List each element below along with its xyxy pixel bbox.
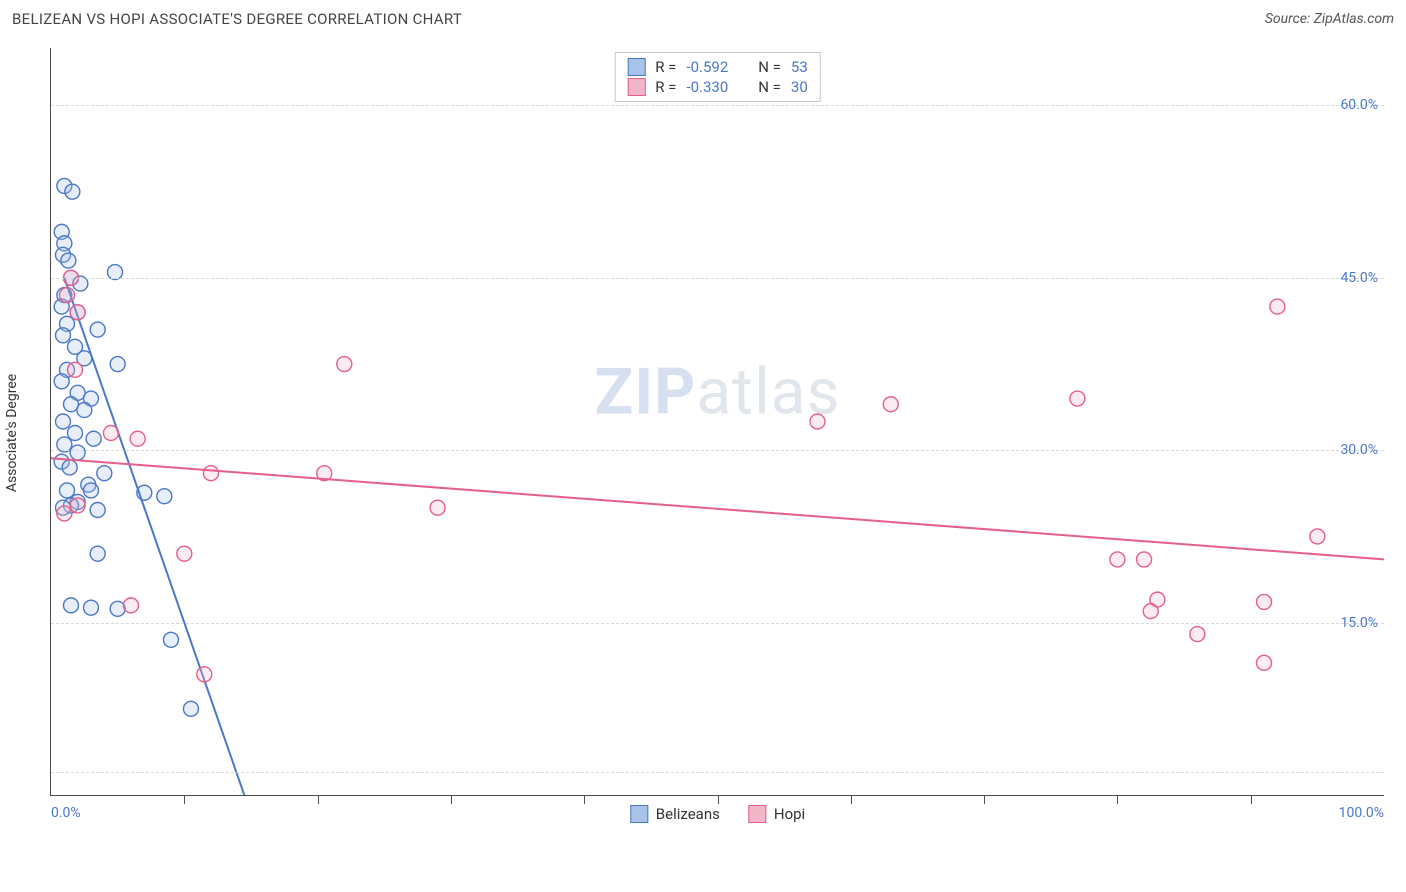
data-point xyxy=(123,598,138,613)
data-point xyxy=(90,322,105,337)
x-tick xyxy=(1117,795,1118,804)
trend-line xyxy=(64,278,244,795)
data-point xyxy=(203,466,218,481)
data-point xyxy=(157,489,172,504)
data-point xyxy=(97,466,112,481)
data-point xyxy=(62,460,77,475)
y-tick-label: 45.0% xyxy=(1340,270,1378,286)
data-point xyxy=(110,357,125,372)
data-point xyxy=(63,598,78,613)
x-tick-label-min: 0.0% xyxy=(51,805,81,821)
data-point xyxy=(70,305,85,320)
data-point xyxy=(90,502,105,517)
x-tick xyxy=(984,795,985,804)
legend-label-belizeans: Belizeans xyxy=(656,805,720,823)
data-point xyxy=(430,500,445,515)
plot-wrap: Associate's Degree ZIPatlas R = -0.592 N… xyxy=(40,48,1394,818)
x-tick-label-max: 100.0% xyxy=(1339,805,1384,821)
source-name: ZipAtlas.com xyxy=(1314,11,1394,27)
data-point xyxy=(65,184,80,199)
x-tick xyxy=(184,795,185,804)
data-point xyxy=(55,414,70,429)
legend-item-hopi: Hopi xyxy=(748,805,805,823)
x-tick xyxy=(718,795,719,804)
data-point xyxy=(337,357,352,372)
x-tick xyxy=(318,795,319,804)
data-point xyxy=(130,431,145,446)
gridline-h xyxy=(51,772,1384,773)
data-point xyxy=(70,445,85,460)
legend-item-belizeans: Belizeans xyxy=(630,805,720,823)
data-point xyxy=(59,288,74,303)
data-point xyxy=(70,498,85,513)
chart-header: BELIZEAN VS HOPI ASSOCIATE'S DEGREE CORR… xyxy=(0,0,1406,34)
data-point xyxy=(86,431,101,446)
swatch-hopi xyxy=(748,805,766,823)
data-point xyxy=(110,601,125,616)
data-point xyxy=(810,414,825,429)
data-point xyxy=(77,403,92,418)
chart-title: BELIZEAN VS HOPI ASSOCIATE'S DEGREE CORR… xyxy=(12,10,462,28)
source-prefix: Source: xyxy=(1265,11,1314,27)
y-axis-label: Associate's Degree xyxy=(4,374,20,492)
data-point xyxy=(177,546,192,561)
data-point xyxy=(54,374,69,389)
data-point xyxy=(163,632,178,647)
data-point xyxy=(1257,655,1272,670)
data-point xyxy=(883,397,898,412)
plot-area: ZIPatlas R = -0.592 N = 53 R = -0.330 N … xyxy=(50,48,1384,796)
x-tick xyxy=(584,795,585,804)
data-point xyxy=(1110,552,1125,567)
data-point xyxy=(1190,627,1205,642)
scatter-svg xyxy=(51,48,1384,795)
legend-label-hopi: Hopi xyxy=(774,805,805,823)
data-point xyxy=(1257,594,1272,609)
x-tick xyxy=(851,795,852,804)
series-legend: Belizeans Hopi xyxy=(630,805,805,823)
data-point xyxy=(1143,604,1158,619)
trend-line xyxy=(51,458,1384,559)
gridline-h xyxy=(51,278,1384,279)
x-tick xyxy=(451,795,452,804)
gridline-h xyxy=(51,450,1384,451)
x-tick xyxy=(1251,795,1252,804)
data-point xyxy=(1070,391,1085,406)
source-attribution: Source: ZipAtlas.com xyxy=(1265,11,1394,27)
y-tick-label: 60.0% xyxy=(1340,97,1378,113)
data-point xyxy=(90,546,105,561)
y-tick-label: 30.0% xyxy=(1340,442,1378,458)
data-point xyxy=(67,362,82,377)
gridline-h xyxy=(51,623,1384,624)
swatch-belizeans xyxy=(630,805,648,823)
data-point xyxy=(197,667,212,682)
data-point xyxy=(83,600,98,615)
data-point xyxy=(55,328,70,343)
gridline-h xyxy=(51,105,1384,106)
data-point xyxy=(1270,299,1285,314)
y-tick-label: 15.0% xyxy=(1340,615,1378,631)
data-point xyxy=(61,253,76,268)
data-point xyxy=(1310,529,1325,544)
data-point xyxy=(57,506,72,521)
data-point xyxy=(67,425,82,440)
data-point xyxy=(103,425,118,440)
data-point xyxy=(59,483,74,498)
data-point xyxy=(183,701,198,716)
data-point xyxy=(1137,552,1152,567)
data-point xyxy=(83,483,98,498)
